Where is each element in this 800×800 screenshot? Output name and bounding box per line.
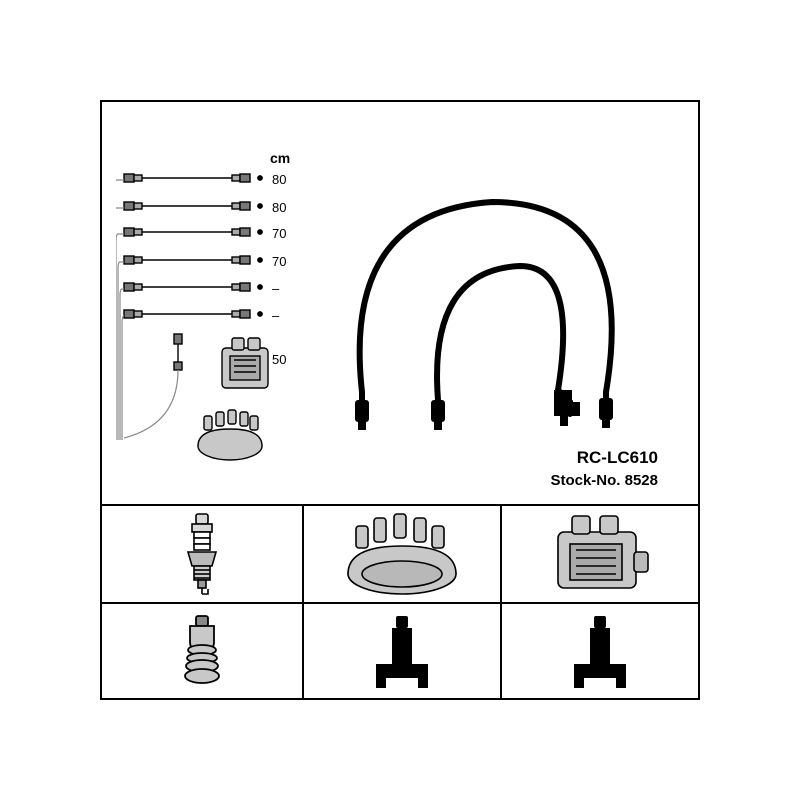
cable-len-0: 80 xyxy=(272,172,286,187)
part-number: RC-LC610 xyxy=(577,448,658,468)
cable-arcs-icon xyxy=(322,142,682,442)
distributor-cap-large-icon xyxy=(340,510,464,598)
ignition-coil-icon xyxy=(212,334,282,398)
cable-len-5: – xyxy=(272,308,279,323)
cable-len-4: – xyxy=(272,281,279,296)
distributor-cap-small-icon xyxy=(190,404,270,464)
col-divider-2 xyxy=(500,504,502,698)
cable-len-3: 70 xyxy=(272,254,286,269)
spark-boot-icon xyxy=(180,614,224,690)
cable-len-1: 80 xyxy=(272,200,286,215)
diagram-frame: cm 80 80 70 70 – – 50 xyxy=(100,100,700,700)
col-divider-1 xyxy=(302,504,304,698)
terminal-connector-1-icon xyxy=(372,616,432,690)
spark-plug-icon xyxy=(176,512,228,596)
cm-header: cm xyxy=(270,150,290,166)
row-divider-2 xyxy=(102,602,698,604)
row-divider-1 xyxy=(102,504,698,506)
ignition-coil-large-icon xyxy=(546,512,654,596)
terminal-connector-2-icon xyxy=(570,616,630,690)
stock-number: Stock-No. 8528 xyxy=(550,472,658,489)
top-pane: cm 80 80 70 70 – – 50 xyxy=(102,102,698,504)
cable-len-2: 70 xyxy=(272,226,286,241)
